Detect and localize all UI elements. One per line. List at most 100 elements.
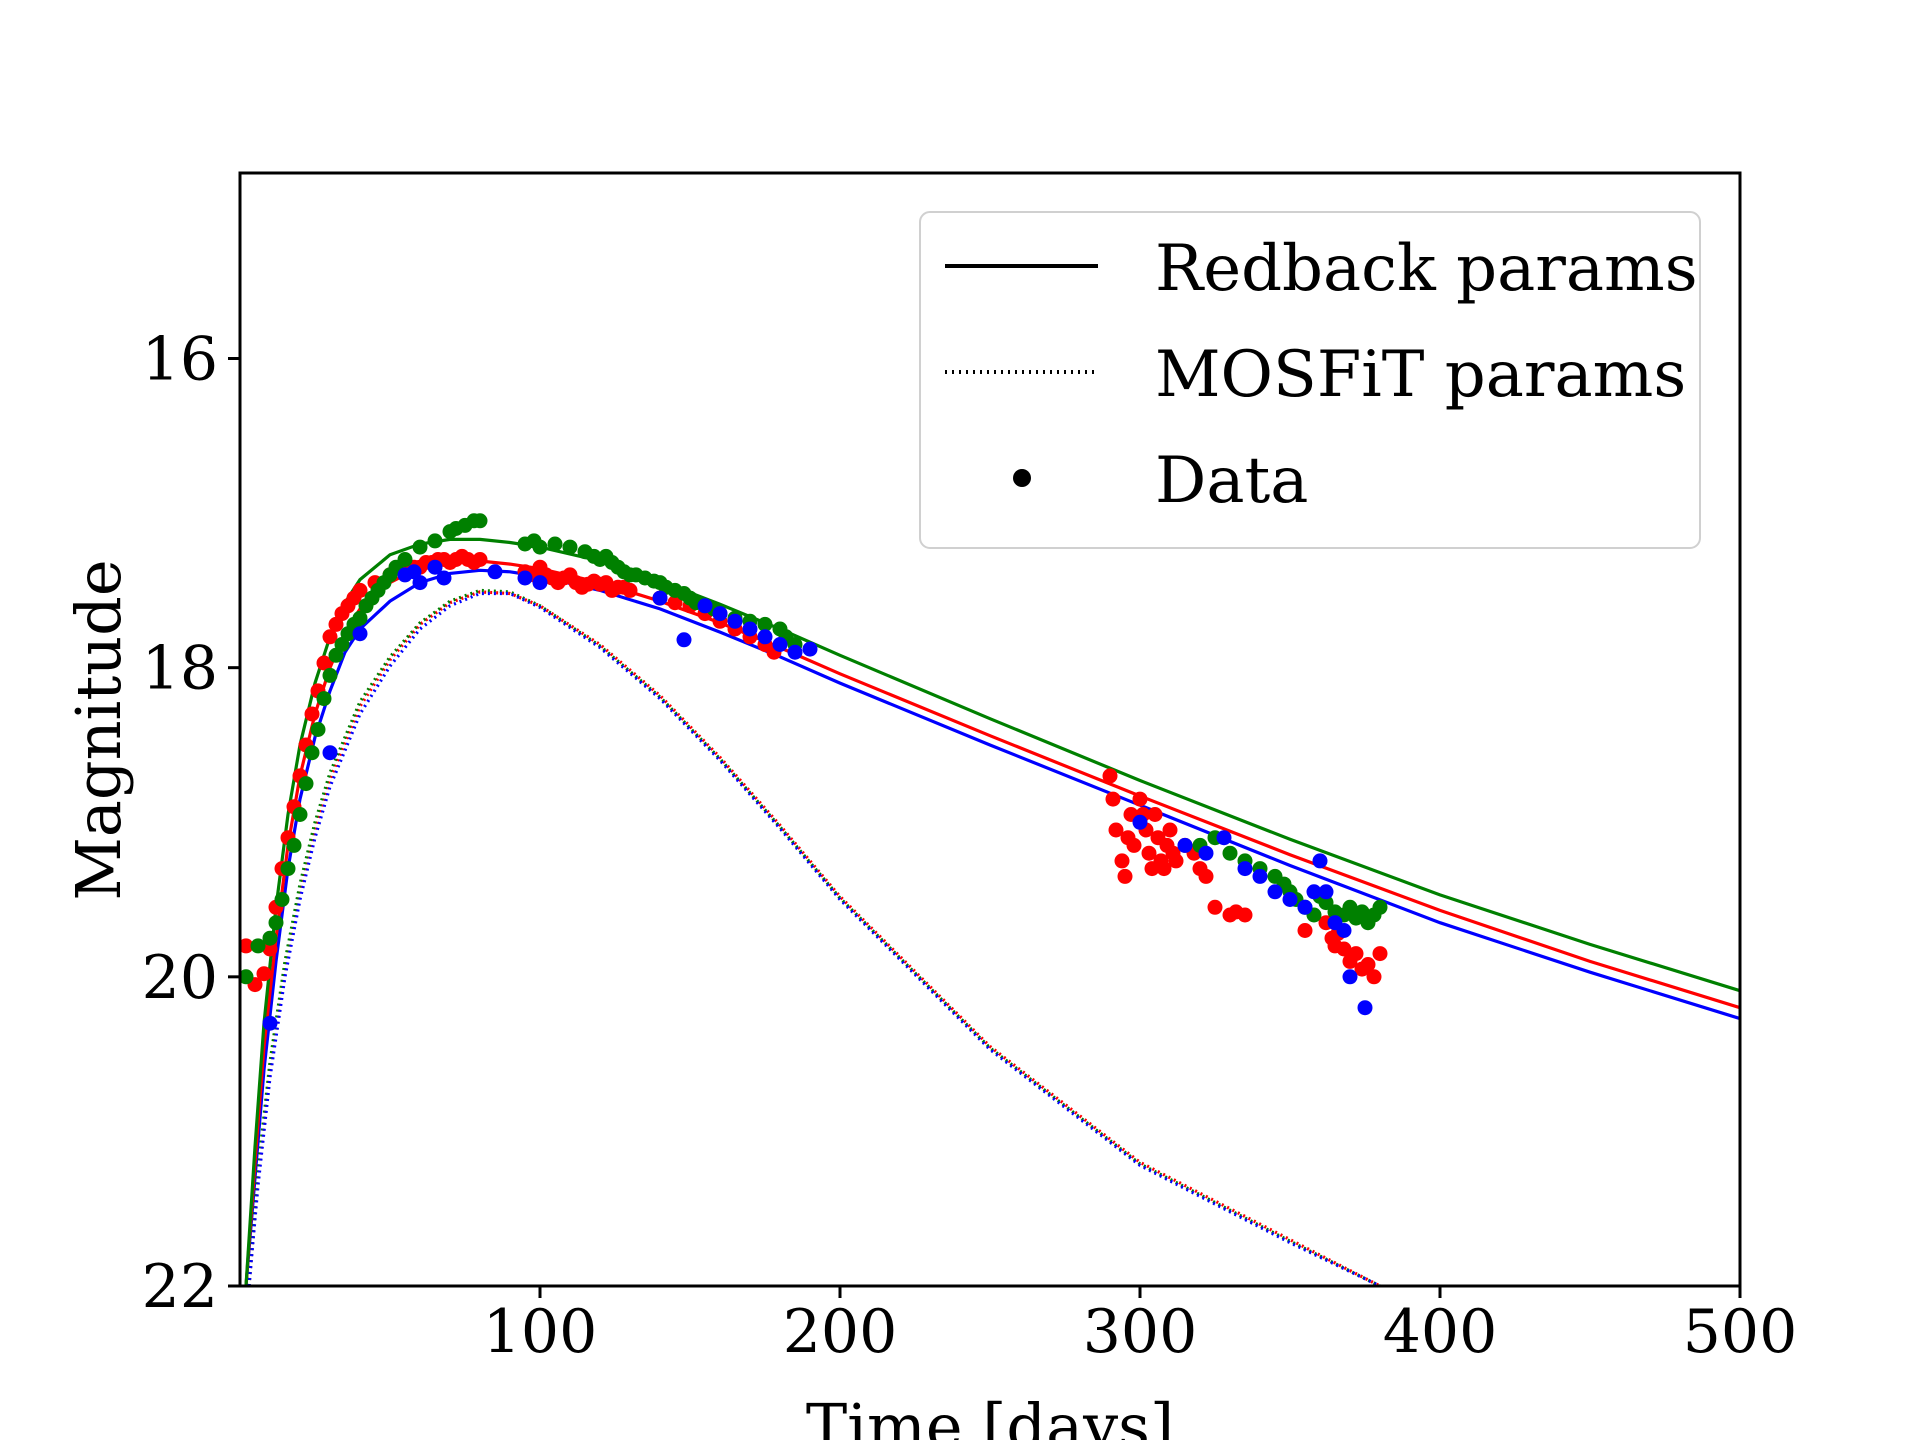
data-point-red [1132,791,1148,807]
data-point-blue [1318,884,1334,900]
data-point-green [532,539,548,555]
data-point-green [262,930,278,946]
data-point-green [1222,845,1238,861]
legend: Redback params MOSFiT params Data [919,211,1701,549]
data-point-red [1141,845,1157,861]
data-point-green [352,610,368,626]
data-point-blue [727,613,743,629]
data-point-green [562,539,578,555]
data-point-green [547,536,563,552]
data-point-red [1348,946,1364,962]
redback-curve-1 [244,559,1740,1286]
data-point-red [667,595,683,611]
data-point-blue [742,621,758,637]
legend-label-redback: Redback params [1155,232,1698,306]
data-point-blue [322,745,338,761]
data-point-red [304,706,320,722]
data-point-red [256,966,272,982]
data-point-green [274,892,290,907]
data-point-red [1372,946,1388,962]
data-point-red [472,552,488,567]
data-point-red [1117,868,1133,884]
data-points [240,513,1388,1031]
data-point-green [292,807,308,822]
data-point-red [1108,822,1124,838]
data-point-blue [787,644,803,660]
data-point-red [1126,837,1142,853]
data-point-blue [1216,830,1232,846]
legend-box [919,211,1701,549]
redback-curve-2 [244,537,1740,1286]
plot-frame [238,171,1742,1288]
data-point-blue [427,559,443,575]
data-point-blue [1177,837,1193,853]
data-point-green [1318,895,1334,911]
x-tick-label: 400 [1383,1297,1498,1367]
data-point-red [1105,791,1121,807]
data-point-blue [517,570,533,586]
data-point-red [240,938,254,954]
data-point-blue [1237,861,1253,877]
data-point-blue [487,564,503,580]
data-point-blue [772,637,788,652]
x-tick-label: 100 [483,1297,598,1367]
data-point-red [1114,853,1130,869]
data-point-red [1198,868,1214,884]
data-point-red [1168,853,1184,869]
legend-label-mosfit: MOSFiT params [1155,338,1686,412]
data-point-red [1297,923,1313,938]
legend-label-data: Data [1155,444,1308,518]
data-point-green [304,745,320,761]
data-point-red [1162,822,1178,838]
data-point-green [397,552,413,567]
data-point-green [286,837,302,853]
data-point-red [1336,941,1352,957]
y-axis-label: Magnitude [62,559,135,900]
data-point-red [1366,969,1382,985]
x-tick-label: 300 [1083,1297,1198,1367]
data-point-blue [412,575,428,591]
y-tick-label: 22 [142,1252,218,1322]
x-tick-label: 200 [783,1297,898,1367]
x-axis-label: Time [days] [806,1390,1174,1440]
data-point-green [412,539,428,555]
data-point-blue [262,1015,278,1031]
data-point-green [268,915,284,931]
mosfit-curve-5 [247,591,1381,1286]
data-point-green [280,861,296,877]
data-point-green [250,938,266,954]
data-point-blue [1342,969,1358,985]
data-point-red [1207,899,1223,915]
axis-ticks: 100 200 300 400 500 16 18 20 22 [142,325,1798,1368]
data-point-blue [1198,845,1214,861]
data-point-green [240,969,254,985]
data-point-green [757,616,773,632]
mosfit-curve-3 [247,590,1381,1286]
data-point-red [316,655,332,671]
data-point-green [472,513,488,529]
data-point-blue [1336,923,1352,938]
data-point-red [1237,907,1253,923]
data-point-red [1156,861,1172,877]
y-tick-label: 18 [142,634,218,704]
data-point-green [316,691,332,707]
model-curves [244,537,1740,1286]
data-point-blue [1312,853,1328,869]
data-point-red [322,629,338,645]
data-point-red [1147,807,1163,822]
data-point-blue [802,641,818,657]
data-point-blue [532,575,548,591]
data-point-green [1372,899,1388,915]
mosfit-curve-4 [247,588,1381,1286]
data-point-green [427,533,443,549]
data-point-blue [676,632,692,648]
data-point-blue [1132,814,1148,830]
data-point-blue [712,606,728,622]
data-point-red [262,941,278,957]
data-point-red [1360,957,1376,972]
data-point-blue [757,629,773,645]
data-point-blue [1267,884,1283,900]
y-tick-label: 20 [142,943,218,1013]
y-tick-label: 16 [142,325,218,395]
